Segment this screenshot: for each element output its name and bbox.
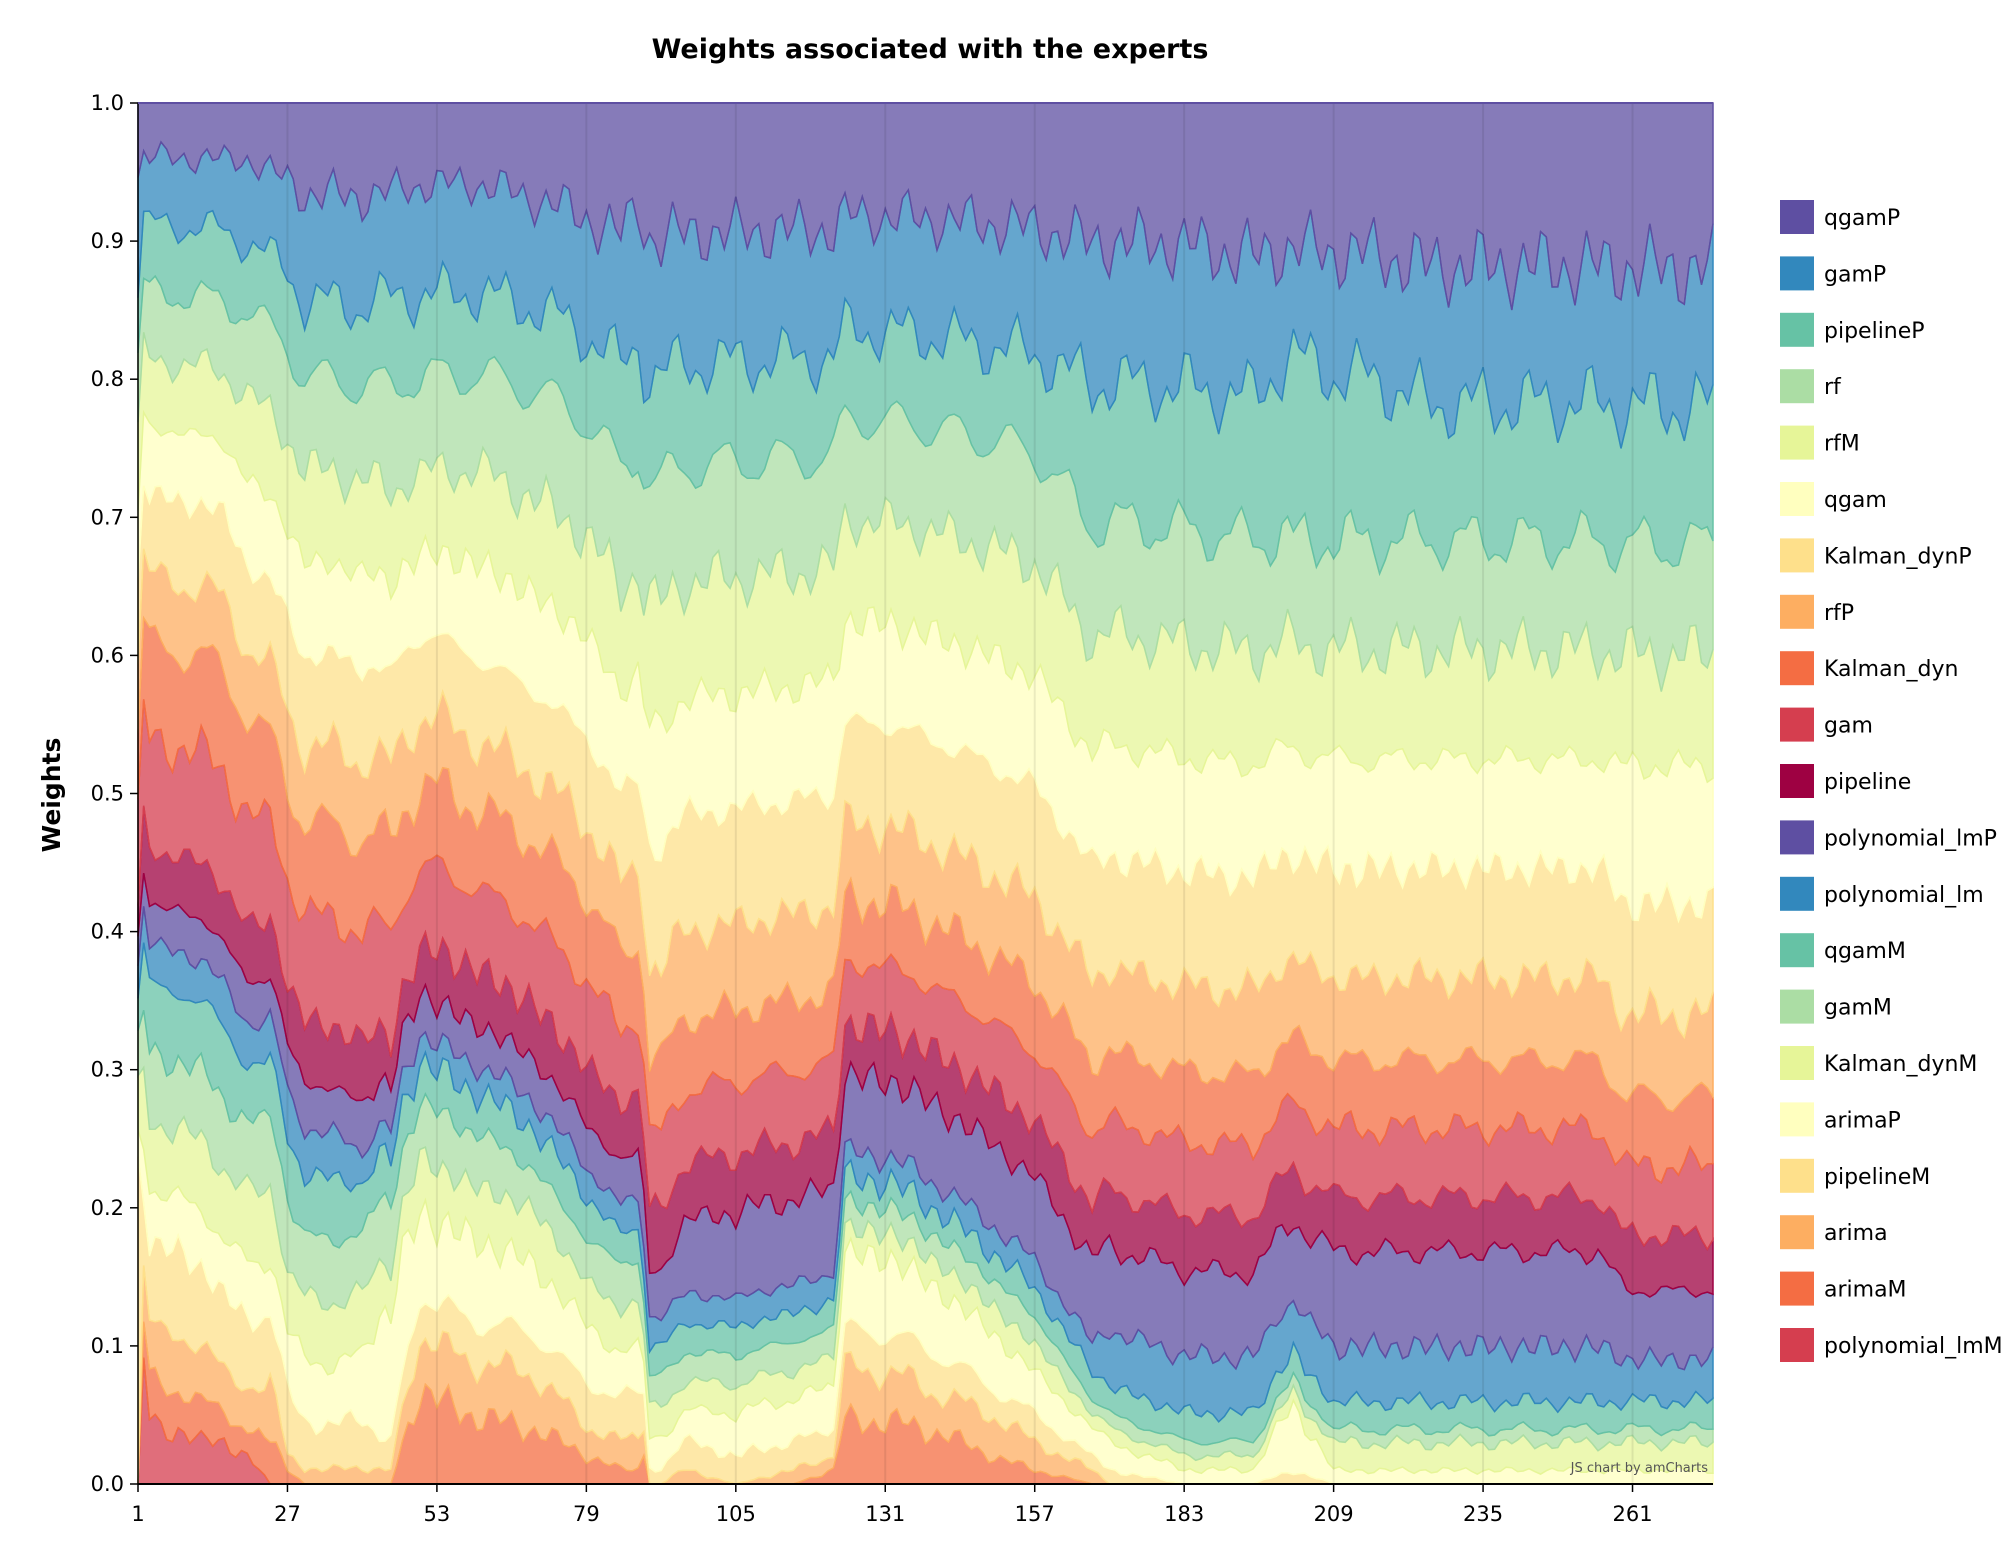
- legend-item-rfP[interactable]: rfP: [1780, 594, 1854, 629]
- y-tick-label: 0.5: [91, 782, 124, 806]
- x-tick-label: 105: [716, 1502, 756, 1526]
- legend-label: pipelineM: [1824, 1165, 1930, 1190]
- legend-item-pipelineP[interactable]: pipelineP: [1780, 312, 1925, 347]
- legend-label: gamP: [1824, 262, 1886, 287]
- legend-item-Kalman_dynP[interactable]: Kalman_dynP: [1780, 538, 1972, 573]
- x-tick-label: 53: [424, 1502, 451, 1526]
- y-tick-label: 0.9: [91, 229, 124, 253]
- legend-item-pipelineM[interactable]: pipelineM: [1780, 1158, 1930, 1193]
- x-tick-label: 157: [1015, 1502, 1055, 1526]
- legend-swatch: [1780, 651, 1814, 686]
- legend-swatch: [1780, 1102, 1814, 1137]
- y-axis-title: Weights: [37, 738, 66, 853]
- axes-layer: 0.0 0.1 0.2 0.3 0.4 0.5 0.6 0.7 0.8 0.9 1.0 1 27 53 79…: [91, 91, 1713, 1526]
- legend-label: qgamP: [1824, 206, 1900, 231]
- legend-label: Kalman_dynM: [1824, 1052, 1977, 1077]
- legend-swatch: [1780, 200, 1814, 234]
- legend-swatch: [1780, 1328, 1814, 1362]
- legend-swatch: [1780, 1215, 1814, 1250]
- legend-item-qgamP[interactable]: qgamP: [1780, 200, 1900, 234]
- legend-swatch: [1780, 933, 1814, 968]
- legend-swatch: [1780, 1271, 1814, 1306]
- legend-item-gamM[interactable]: gamM: [1780, 989, 1892, 1024]
- legend-label: Kalman_dynP: [1824, 544, 1972, 569]
- legend-item-gamP[interactable]: gamP: [1780, 256, 1886, 291]
- legend-swatch: [1780, 482, 1814, 516]
- y-tick-label: 0.4: [91, 920, 124, 944]
- legend-swatch: [1780, 1158, 1814, 1193]
- legend-swatch: [1780, 764, 1814, 798]
- x-tick-label: 1: [131, 1502, 144, 1526]
- legend-label: qgamM: [1824, 939, 1906, 964]
- y-tick-label: 0.0: [91, 1472, 124, 1496]
- y-tick-label: 0.6: [91, 643, 124, 667]
- legend-swatch: [1780, 256, 1814, 291]
- y-tick-label: 0.1: [91, 1334, 124, 1358]
- legend-item-qgam[interactable]: qgam: [1780, 482, 1887, 516]
- legend-swatch: [1780, 538, 1814, 573]
- legend-item-arimaP[interactable]: arimaP: [1780, 1102, 1901, 1137]
- grid-layer: [286, 103, 1634, 1484]
- legend-swatch: [1780, 312, 1814, 347]
- y-tick-label: 0.8: [91, 367, 124, 391]
- legend-item-rfM[interactable]: rfM: [1780, 425, 1860, 460]
- legend-label: gamM: [1824, 996, 1892, 1021]
- legend-item-polynomial_lmM[interactable]: polynomial_lmM: [1780, 1328, 2003, 1362]
- legend-label: gam: [1824, 714, 1873, 739]
- legend-item-gam[interactable]: gam: [1780, 707, 1873, 742]
- legend-label: arimaP: [1824, 1108, 1901, 1133]
- legend-label: polynomial_lmP: [1824, 826, 1997, 851]
- legend-label: arima: [1824, 1221, 1888, 1246]
- x-tick-label: 235: [1463, 1502, 1503, 1526]
- legend-item-pipeline[interactable]: pipeline: [1780, 764, 1911, 798]
- x-tick-label: 183: [1164, 1502, 1204, 1526]
- legend-swatch: [1780, 820, 1814, 855]
- legend-swatch: [1780, 425, 1814, 460]
- legend-swatch: [1780, 989, 1814, 1024]
- legend-label: rfP: [1824, 601, 1854, 626]
- y-tick-label: 0.2: [91, 1196, 124, 1220]
- y-tick-label: 0.3: [91, 1058, 124, 1082]
- x-tick-label: 209: [1314, 1502, 1354, 1526]
- legend-item-rf[interactable]: rf: [1780, 369, 1842, 404]
- x-tick-label: 79: [573, 1502, 600, 1526]
- legend-swatch: [1780, 369, 1814, 404]
- y-tick-label: 1.0: [91, 91, 124, 115]
- legend-label: polynomial_lm: [1824, 883, 1984, 908]
- legend-label: pipelineP: [1824, 319, 1925, 344]
- x-tick-label: 261: [1612, 1502, 1652, 1526]
- legend-label: Kalman_dyn: [1824, 657, 1958, 682]
- legend-swatch: [1780, 594, 1814, 629]
- x-tick-label: 131: [865, 1502, 905, 1526]
- legend: qgamP gamP pipelineP rf rfM qgam Kalman_dynPrf…: [1780, 200, 2003, 1362]
- legend-item-polynomial_lm[interactable]: polynomial_lm: [1780, 876, 1984, 911]
- legend-label: rfM: [1824, 432, 1860, 457]
- legend-label: qgam: [1824, 488, 1887, 513]
- x-tick-label: 27: [274, 1502, 301, 1526]
- legend-swatch: [1780, 1046, 1814, 1080]
- chart-credit: JS chart by amCharts: [1570, 1461, 1709, 1476]
- legend-label: polynomial_lmM: [1824, 1334, 2003, 1359]
- legend-item-qgamM[interactable]: qgamM: [1780, 933, 1906, 968]
- legend-label: arimaM: [1824, 1278, 1907, 1303]
- areas-layer: [137, 102, 1714, 1485]
- legend-item-arimaM[interactable]: arimaM: [1780, 1271, 1907, 1306]
- legend-item-polynomial_lmP[interactable]: polynomial_lmP: [1780, 820, 1997, 855]
- legend-label: pipeline: [1824, 770, 1911, 795]
- legend-swatch: [1780, 707, 1814, 742]
- y-tick-label: 0.7: [91, 505, 124, 529]
- legend-item-arima[interactable]: arima: [1780, 1215, 1888, 1250]
- legend-item-Kalman_dyn[interactable]: Kalman_dyn: [1780, 651, 1958, 686]
- legend-swatch: [1780, 876, 1814, 911]
- legend-item-Kalman_dynM[interactable]: Kalman_dynM: [1780, 1046, 1977, 1080]
- chart-title: Weights associated with the experts: [652, 34, 1209, 65]
- legend-label: rf: [1824, 375, 1842, 400]
